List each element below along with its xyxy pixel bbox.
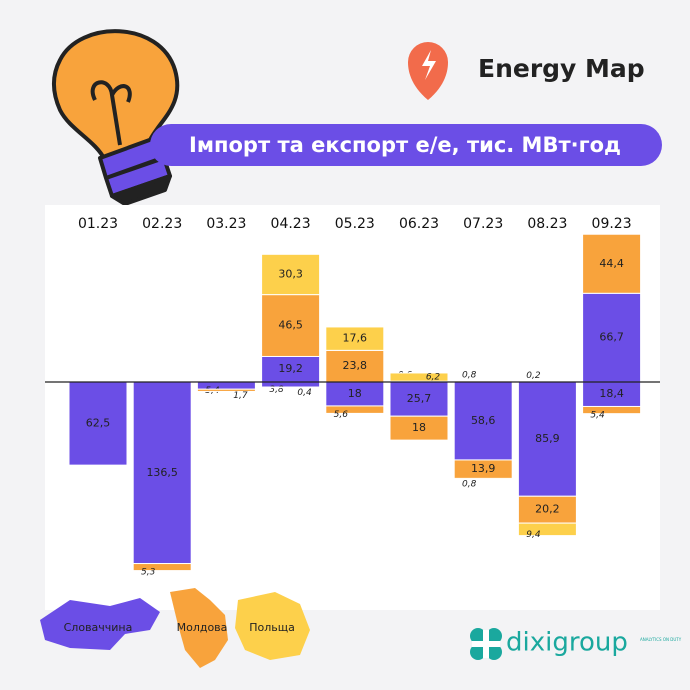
value-label: 25,7 [407, 392, 432, 405]
logo-name: dixigroup [506, 628, 628, 658]
value-label: 18 [348, 387, 362, 400]
value-label: 46,5 [278, 319, 303, 332]
value-label: 1,7 [233, 391, 248, 401]
logo-tagline: ANALYTICS ON DUTY [640, 637, 682, 642]
bar-segment [389, 372, 449, 382]
bar-segment [389, 381, 449, 417]
bar-segment [582, 405, 642, 415]
value-label: 18,4 [599, 387, 624, 400]
value-label: 58,6 [471, 414, 496, 427]
x-tick-label: 07.23 [463, 216, 503, 232]
value-label: 66,7 [599, 331, 624, 344]
value-label: 13,9 [471, 462, 496, 475]
value-label: 136,5 [146, 466, 178, 479]
legend-shape [235, 592, 310, 660]
value-label: 9,4 [526, 530, 541, 540]
bar-segment [196, 388, 256, 392]
bar-segment [517, 381, 577, 497]
legend-label: Польща [249, 621, 295, 634]
value-label: 19,2 [278, 362, 303, 375]
x-tick-label: 01.23 [78, 216, 118, 232]
value-label: 3,8 [269, 385, 284, 395]
value-label: 5,6 [334, 410, 349, 420]
bar-segment [582, 381, 642, 407]
value-label: 5,4 [590, 411, 605, 421]
value-label: 23,8 [343, 359, 368, 372]
bar-segment [261, 253, 321, 296]
dixigroup-icon [470, 628, 502, 660]
value-label: 62,5 [86, 417, 111, 430]
bar-segment [389, 415, 449, 441]
bar-segment [453, 477, 513, 480]
value-label: 0,8 [462, 479, 477, 489]
x-tick-label: 02.23 [142, 216, 182, 232]
bar-segment [325, 405, 385, 414]
x-tick-label: 04.23 [271, 216, 311, 232]
bar-segment [325, 326, 385, 351]
title-banner [150, 124, 662, 166]
bar-segment [261, 355, 321, 383]
value-label: 5,3 [141, 568, 156, 578]
x-tick-label: 03.23 [206, 216, 246, 232]
bar-segment [261, 386, 321, 389]
legend-label: Словаччина [64, 621, 133, 634]
value-label: 44,4 [599, 257, 624, 270]
x-tick-label: 09.23 [592, 216, 632, 232]
bar-segment [582, 233, 642, 294]
value-label: 0,4 [297, 388, 312, 398]
x-tick-label: 08.23 [527, 216, 567, 232]
legend-label: Молдова [177, 621, 228, 634]
bar-segment [517, 495, 577, 524]
chart-title: Імпорт та експорт е/е, тис. МВт·год [189, 133, 621, 157]
x-tick-label: 06.23 [399, 216, 439, 232]
plot: 01.23 62,5 02.23 136,5 5,3 03.23 5,4 1,7 04.23 19… [68, 216, 642, 578]
value-label: 17,6 [343, 332, 368, 345]
energy-map-logo [408, 42, 448, 100]
bar-segment [582, 292, 642, 383]
bar-segment [517, 522, 577, 537]
value-label: 85,9 [535, 432, 560, 445]
value-label: 30,3 [278, 267, 303, 280]
legend-shape [170, 588, 228, 668]
brand: Energy Map [478, 54, 645, 83]
bar-segment [132, 563, 192, 572]
x-tick-label: 05.23 [335, 216, 375, 232]
value-label: 6,2 [426, 373, 441, 383]
bar-segment [68, 381, 128, 466]
bar-segment [261, 294, 321, 357]
legend-shape [40, 598, 160, 650]
value-label: 20,2 [535, 503, 560, 516]
value-label: 18 [412, 421, 426, 434]
value-label: 0,8 [462, 370, 477, 380]
value-label: 0,2 [526, 371, 541, 381]
